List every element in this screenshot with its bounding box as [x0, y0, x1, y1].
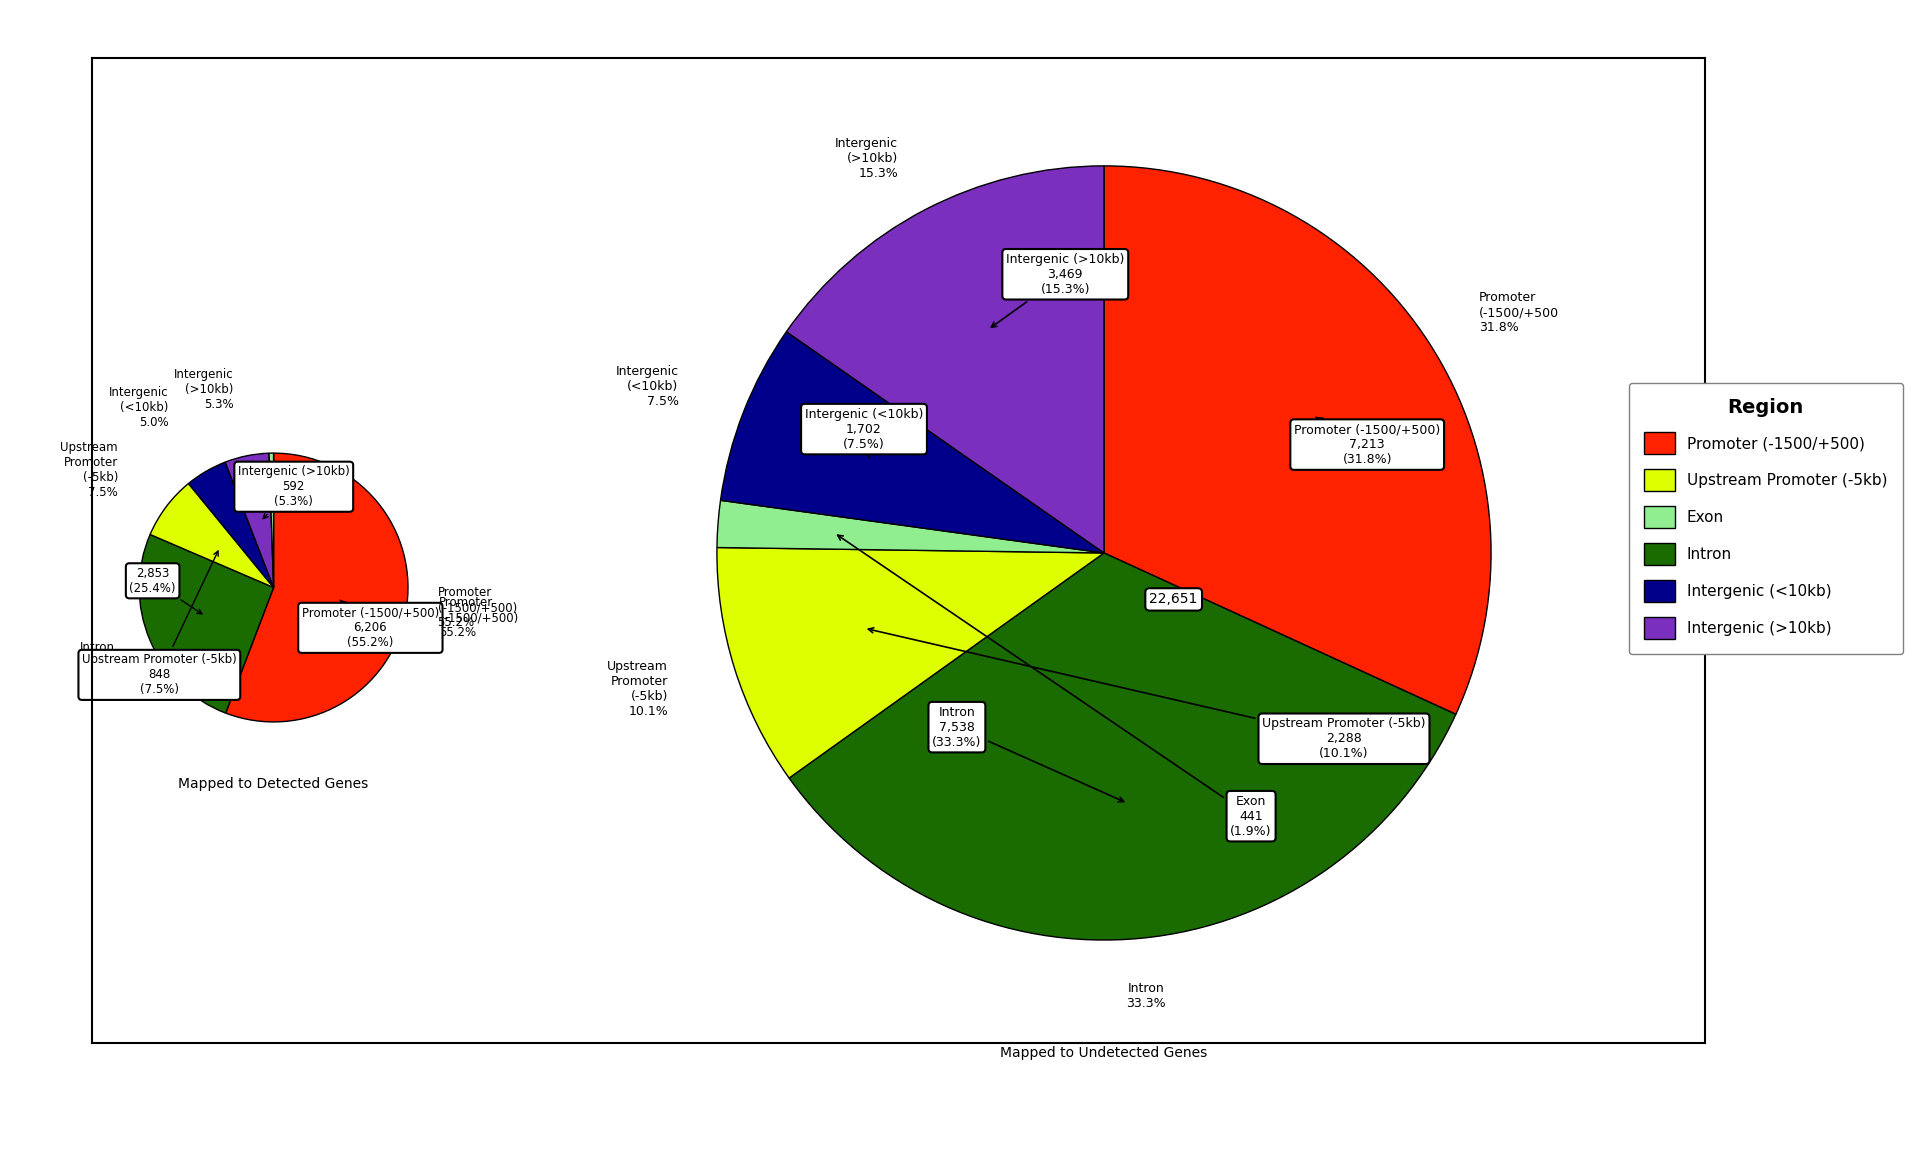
Text: Promoter (-1500/+500)
6,206
(55.2%): Promoter (-1500/+500) 6,206 (55.2%) [301, 600, 440, 650]
Text: Intron
33.3%: Intron 33.3% [1127, 982, 1165, 1010]
Text: Promoter
(-1500/+500)
55.2%: Promoter (-1500/+500) 55.2% [438, 586, 516, 629]
Text: Intergenic (>10kb)
3,469
(15.3%): Intergenic (>10kb) 3,469 (15.3%) [991, 252, 1125, 327]
Wedge shape [227, 453, 407, 722]
Text: Promoter
(-1500/+500)
55.2%: Promoter (-1500/+500) 55.2% [440, 597, 518, 639]
Text: Promoter (-1500/+500)
7,213
(31.8%): Promoter (-1500/+500) 7,213 (31.8%) [1294, 417, 1440, 467]
Text: Intron
25.4%: Intron 25.4% [79, 641, 115, 668]
Wedge shape [140, 535, 275, 713]
Wedge shape [789, 553, 1455, 940]
Wedge shape [716, 500, 1104, 553]
Text: Intergenic
(>10kb)
5.3%: Intergenic (>10kb) 5.3% [173, 369, 234, 411]
Text: 2,853
(25.4%): 2,853 (25.4%) [129, 567, 202, 614]
Text: Upstream Promoter (-5kb)
848
(7.5%): Upstream Promoter (-5kb) 848 (7.5%) [83, 551, 236, 696]
Wedge shape [188, 462, 275, 588]
Wedge shape [720, 332, 1104, 553]
Wedge shape [269, 453, 275, 588]
Wedge shape [716, 547, 1104, 778]
Text: Upstream
Promoter
(-5kb)
7.5%: Upstream Promoter (-5kb) 7.5% [60, 441, 117, 499]
Title: Mapped to Undetected Genes: Mapped to Undetected Genes [1000, 1046, 1208, 1061]
Wedge shape [787, 166, 1104, 553]
Wedge shape [150, 484, 275, 588]
Text: Upstream Promoter (-5kb)
2,288
(10.1%): Upstream Promoter (-5kb) 2,288 (10.1%) [868, 628, 1427, 760]
Legend: Promoter (-1500/+500), Upstream Promoter (-5kb), Exon, Intron, Intergenic (<10kb: Promoter (-1500/+500), Upstream Promoter… [1628, 382, 1903, 654]
Text: Exon
441
(1.9%): Exon 441 (1.9%) [837, 536, 1271, 838]
Text: Intron
7,538
(33.3%): Intron 7,538 (33.3%) [933, 706, 1123, 802]
Text: Intergenic
(>10kb)
15.3%: Intergenic (>10kb) 15.3% [835, 137, 899, 180]
Text: Intergenic
(<10kb)
5.0%: Intergenic (<10kb) 5.0% [109, 386, 169, 429]
Text: 22,651: 22,651 [1150, 592, 1198, 606]
Text: Promoter
(-1500/+500
31.8%: Promoter (-1500/+500 31.8% [1478, 291, 1559, 334]
Text: Intergenic (<10kb)
1,702
(7.5%): Intergenic (<10kb) 1,702 (7.5%) [804, 408, 924, 458]
Text: Upstream
Promoter
(-5kb)
10.1%: Upstream Promoter (-5kb) 10.1% [607, 660, 668, 719]
Text: Intergenic (>10kb)
592
(5.3%): Intergenic (>10kb) 592 (5.3%) [238, 465, 349, 518]
Title: Mapped to Detected Genes: Mapped to Detected Genes [179, 776, 369, 790]
Text: Intergenic
(<10kb)
7.5%: Intergenic (<10kb) 7.5% [616, 365, 678, 408]
Wedge shape [1104, 166, 1492, 714]
Wedge shape [225, 453, 275, 588]
